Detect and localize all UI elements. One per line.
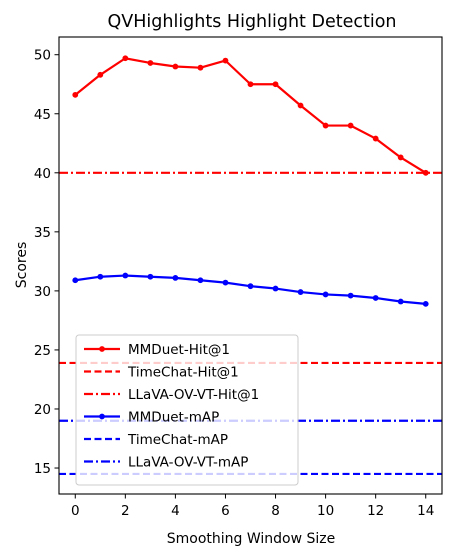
- legend-box: [75, 334, 299, 486]
- data-point: [197, 64, 204, 71]
- y-tick-label: 50: [34, 48, 51, 64]
- x-axis-label: Smoothing Window Size: [167, 531, 336, 547]
- data-point: [372, 135, 379, 142]
- plot-frame: [58, 36, 443, 495]
- legend-label: TimeChat-mAP: [127, 432, 228, 448]
- y-tick-label: 45: [34, 107, 51, 123]
- data-point: [422, 300, 429, 307]
- data-point: [147, 273, 154, 280]
- data-point: [372, 295, 379, 301]
- data-point: [97, 71, 104, 78]
- x-tick-label: 4: [171, 503, 180, 519]
- legend-item: TimeChat-mAP: [84, 432, 228, 448]
- legend-marker: [99, 346, 105, 352]
- data-point: [422, 169, 429, 176]
- x-tick-label: 12: [367, 503, 384, 519]
- legend-item: TimeChat-Hit@1: [84, 365, 239, 381]
- x-tick-label: 2: [121, 503, 130, 519]
- legend-label: LLaVA-OV-VT-Hit@1: [128, 387, 259, 403]
- data-point: [147, 60, 154, 66]
- data-point: [222, 279, 229, 286]
- series-MMDuet-Hit@1: [72, 55, 429, 176]
- axis-ticks: 0 2 4 6 8 10 12 14 15 20 25 30 35 40 45 50: [34, 48, 435, 519]
- legend-marker: [99, 413, 105, 420]
- data-point: [247, 283, 254, 290]
- data-point: [247, 81, 254, 88]
- chart-title: QVHighlights Highlight Detection: [107, 12, 396, 32]
- data-point: [197, 277, 204, 284]
- legend-item: MMDuet-Hit@1: [84, 342, 230, 358]
- legend-label: TimeChat-Hit@1: [127, 365, 239, 381]
- data-point: [347, 292, 354, 299]
- data-point: [222, 57, 229, 64]
- y-axis-label: Scores: [14, 242, 30, 289]
- y-tick-label: 20: [34, 402, 51, 418]
- x-tick-label: 8: [271, 503, 280, 519]
- data-point: [397, 154, 404, 161]
- data-point: [347, 122, 354, 129]
- legend-item: LLaVA-OV-VT-mAP: [84, 455, 248, 471]
- x-tick-label: 6: [221, 503, 230, 519]
- legend-label: MMDuet-mAP: [128, 410, 219, 426]
- data-point: [172, 274, 179, 281]
- y-tick-label: 25: [34, 343, 51, 359]
- data-point: [172, 63, 179, 70]
- legend-label: MMDuet-Hit@1: [128, 342, 230, 358]
- x-tick-label: 14: [417, 503, 434, 519]
- y-tick-label: 30: [34, 284, 51, 300]
- data-point: [122, 55, 129, 62]
- data-point: [297, 289, 304, 295]
- x-tick-label: 10: [317, 503, 334, 519]
- data-point: [322, 122, 329, 129]
- y-tick-label: 15: [34, 461, 51, 477]
- data-point: [97, 273, 104, 280]
- data-point: [72, 91, 79, 98]
- legend-item: LLaVA-OV-VT-Hit@1: [84, 387, 259, 403]
- data-point: [322, 291, 329, 298]
- legend-label: LLaVA-OV-VT-mAP: [128, 455, 248, 471]
- y-tick-label: 40: [34, 166, 51, 182]
- data-point: [297, 102, 304, 109]
- data-point: [272, 285, 279, 292]
- data-point: [272, 81, 279, 88]
- series-MMDuet-mAP: [72, 272, 429, 307]
- x-tick-label: 0: [71, 503, 80, 519]
- legend: MMDuet-Hit@1 TimeChat-Hit@1 LLaVA-OV-VT-Hi…: [75, 334, 299, 486]
- y-tick-label: 35: [34, 225, 51, 241]
- data-point: [397, 298, 404, 305]
- data-point: [122, 272, 129, 279]
- legend-item: MMDuet-mAP: [84, 410, 219, 426]
- data-point: [72, 277, 79, 284]
